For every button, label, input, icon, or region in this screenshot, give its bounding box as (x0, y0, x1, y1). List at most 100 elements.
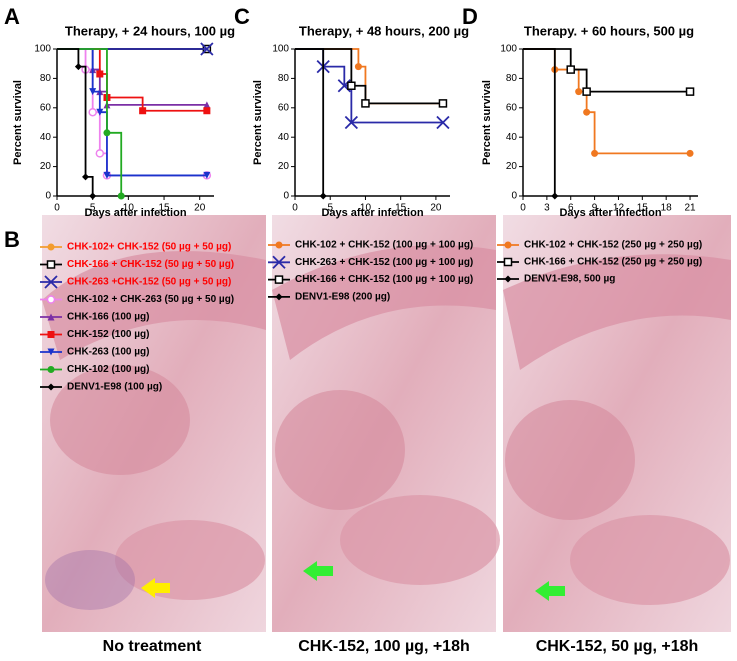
legend-marker (47, 348, 55, 356)
y-tick-label: 20 (506, 161, 518, 172)
x-axis-label: Days after infection (84, 207, 186, 219)
marker (117, 192, 125, 200)
chart-title: Therapy, + 48 hours, 200 µg (299, 23, 469, 38)
y-tick-label: 60 (40, 102, 52, 113)
x-tick-label: 20 (194, 203, 206, 214)
histology-image (42, 215, 266, 632)
y-tick-label: 20 (278, 161, 290, 172)
legend-label: CHK-263 +CHK-152 (50 µg + 50 µg) (67, 277, 231, 288)
marker (438, 99, 448, 108)
marker (103, 129, 111, 137)
x-tick-label: 15 (637, 203, 649, 214)
survival-line (57, 48, 94, 196)
x-axis-label: Days after infection (321, 207, 423, 219)
marker (203, 171, 211, 179)
survival-line (57, 48, 207, 106)
marker (89, 88, 97, 96)
y-tick-label: 80 (40, 73, 52, 84)
x-tick-label: 5 (327, 203, 333, 214)
y-tick-label: 60 (278, 102, 290, 113)
marker (436, 115, 450, 130)
x-tick-label: 5 (90, 203, 96, 214)
marker (200, 42, 214, 56)
panel-label: B (4, 227, 20, 252)
marker (96, 70, 104, 78)
marker (551, 192, 559, 200)
marker (74, 63, 82, 71)
y-tick-label: 60 (506, 102, 518, 113)
y-tick-label: 40 (278, 132, 290, 143)
y-tick-label: 100 (34, 44, 51, 55)
marker (95, 149, 105, 158)
x-tick-label: 3 (544, 203, 550, 214)
legend-marker (272, 255, 286, 269)
x-tick-label: 18 (661, 203, 673, 214)
y-tick-label: 0 (283, 191, 289, 202)
marker (139, 107, 147, 115)
x-tick-label: 6 (568, 203, 574, 214)
x-tick-label: 0 (520, 203, 526, 214)
legend-label: CHK-166 (100 µg) (67, 312, 149, 323)
legend-marker (504, 241, 512, 249)
legend-label: CHK-263 (100 µg) (67, 347, 149, 358)
survival-line (57, 48, 207, 177)
y-tick-label: 80 (278, 73, 290, 84)
survival-line (295, 48, 443, 105)
legend-marker (47, 366, 55, 373)
marker (89, 192, 97, 200)
x-tick-label: 0 (54, 203, 60, 214)
marker (203, 107, 211, 115)
legend-label: CHK-166 + CHK-152 (50 µg + 50 µg) (67, 259, 234, 270)
x-tick-label: 12 (613, 203, 625, 214)
marker (96, 108, 104, 116)
panel-label: C (234, 4, 250, 29)
legend-label: DENV1-E98 (200 µg) (295, 292, 390, 303)
survival-line (523, 48, 556, 196)
marker (103, 171, 111, 179)
x-tick-label: 15 (158, 203, 170, 214)
x-tick-label: 21 (684, 203, 696, 214)
legend-marker (274, 275, 284, 284)
legend-marker (47, 383, 55, 391)
marker (685, 87, 695, 96)
histology-image (272, 215, 500, 632)
marker (347, 81, 356, 90)
image-caption: No treatment (103, 638, 202, 655)
x-tick-label: 0 (292, 203, 298, 214)
y-tick-label: 0 (45, 191, 51, 202)
legend-marker (47, 313, 55, 321)
y-tick-label: 40 (40, 132, 52, 143)
y-axis-label: Percent survival (481, 80, 493, 165)
legend-label: CHK-102 + CHK-152 (250 µg + 250 µg) (524, 240, 702, 251)
y-tick-label: 80 (506, 73, 518, 84)
marker (354, 63, 362, 71)
legend-label: DENV1-E98, 500 µg (524, 274, 615, 285)
x-tick-label: 10 (360, 203, 372, 214)
x-axis-label: Days after infection (559, 207, 661, 219)
legend-marker (47, 331, 55, 338)
legend-label: CHK-102+ CHK-152 (50 µg + 50 µg) (67, 242, 231, 253)
survival-line (523, 48, 691, 155)
marker (583, 108, 591, 116)
legend-label: CHK-263 + CHK-152 (100 µg + 100 µg) (295, 257, 473, 268)
legend-marker (46, 295, 56, 304)
legend-marker (275, 293, 283, 301)
legend-label: CHK-102 (100 µg) (67, 364, 149, 375)
legend-marker (275, 241, 283, 249)
marker (361, 99, 370, 108)
legend-label: CHK-152 (100 µg) (67, 329, 149, 340)
survival-line (57, 48, 207, 112)
histology-image (503, 215, 731, 632)
legend-label: CHK-102 + CHK-152 (100 µg + 100 µg) (295, 240, 473, 251)
y-tick-label: 100 (272, 44, 289, 55)
panel-label: D (462, 4, 478, 29)
marker (686, 149, 694, 157)
marker (88, 107, 97, 117)
marker (575, 88, 583, 96)
x-tick-label: 15 (395, 203, 407, 214)
marker (582, 87, 591, 96)
survival-line (523, 48, 691, 93)
x-tick-label: 20 (430, 203, 442, 214)
x-tick-label: 10 (123, 203, 135, 214)
